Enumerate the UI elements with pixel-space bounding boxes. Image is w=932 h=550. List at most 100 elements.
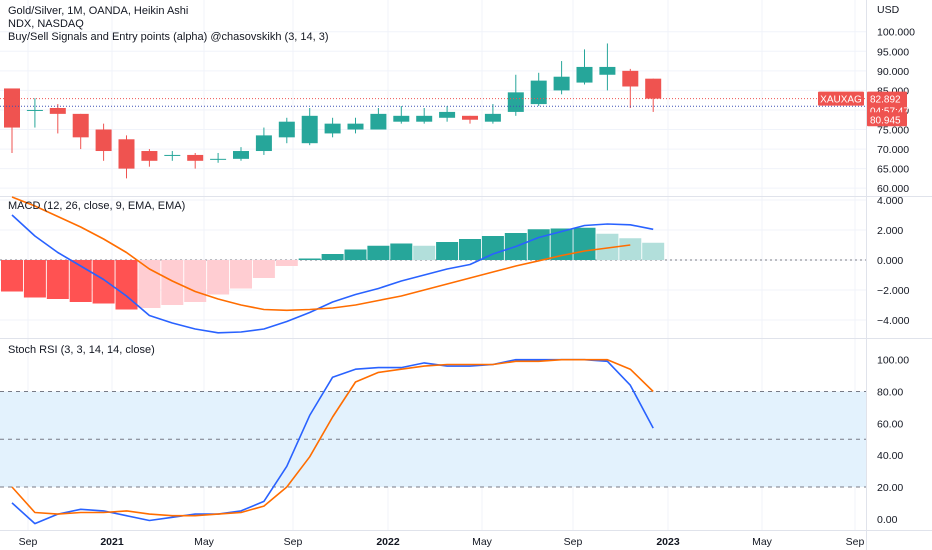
time-axis-label: May: [194, 536, 215, 548]
stoch-axis-tick: 0.00: [877, 514, 898, 526]
time-axis-label: Sep: [19, 536, 38, 548]
indicator-legend[interactable]: Buy/Sell Signals and Entry points (alpha…: [8, 31, 329, 43]
macd-histogram-bar: [207, 260, 230, 295]
macd-histogram-bar: [252, 260, 275, 278]
time-axis-label: 2021: [100, 536, 124, 548]
stoch-d-line: [11, 358, 654, 517]
overlay-symbol[interactable]: NDX, NASDAQ: [8, 18, 84, 30]
price-axis-tick: 100.000: [877, 27, 915, 39]
candle-body: [301, 115, 318, 144]
price-axis-tick: 95.000: [877, 46, 909, 58]
stoch-rsi-band: [0, 391, 866, 488]
price-axis[interactable]: USD100.00095.00090.00085.00080.00075.000…: [877, 4, 915, 195]
macd-histogram-bar: [298, 258, 321, 260]
time-axis-label: May: [752, 536, 773, 548]
candle-body: [462, 115, 478, 120]
candle-body: [530, 80, 547, 105]
stoch-rsi-legend[interactable]: Stoch RSI (3, 3, 14, 14, close): [8, 344, 155, 356]
candle-body: [4, 88, 20, 128]
time-axis-label: Sep: [846, 536, 865, 548]
candle-body: [255, 135, 272, 152]
price-axis-tick: 90.000: [877, 66, 909, 78]
price-axis-tick: 65.000: [877, 164, 909, 176]
macd-plot[interactable]: [0, 196, 866, 334]
symbol-badge: [818, 91, 864, 106]
macd-histogram-bar: [23, 260, 46, 298]
stoch-axis-tick: 20.00: [877, 482, 903, 494]
candle-body: [26, 109, 43, 111]
symbol-badge-text: XAUXAG: [820, 95, 862, 106]
macd-histogram-bar: [550, 228, 573, 260]
price-axis-tick: 70.000: [877, 144, 909, 156]
macd-axis-tick: 2.000: [877, 225, 903, 237]
macd-histogram-bar: [184, 260, 207, 302]
macd-histogram-bar: [619, 238, 642, 260]
macd-axis-tick: −4.000: [877, 315, 910, 327]
candle-body: [622, 70, 639, 87]
macd-histogram-bar: [69, 260, 92, 302]
macd-histogram-bar: [642, 242, 665, 260]
chart-title[interactable]: Gold/Silver, 1M, OANDA, Heikin Ashi: [8, 5, 189, 17]
macd-histogram-bar: [46, 260, 69, 299]
time-axis-label: Sep: [284, 536, 303, 548]
macd-histogram-bar: [115, 260, 138, 310]
candle-body: [210, 158, 227, 160]
macd-histogram-bar: [390, 243, 413, 260]
candle-body: [645, 78, 662, 99]
price-axis-currency: USD: [877, 4, 900, 16]
stoch-axis-tick: 40.00: [877, 450, 903, 462]
macd-axis-tick: 4.000: [877, 195, 903, 207]
macd-histogram-bar: [481, 236, 504, 260]
macd-histogram-bar: [321, 254, 344, 260]
candle-body: [118, 139, 135, 169]
candle-body: [233, 151, 249, 159]
price-axis-tick: 60.000: [877, 183, 909, 195]
time-axis-label: Sep: [564, 536, 583, 548]
macd-axis-tick: −2.000: [877, 285, 910, 297]
macd-legend[interactable]: MACD (12, 26, close, 9, EMA, EMA): [8, 200, 186, 212]
time-axis-label: May: [472, 536, 493, 548]
stoch-k-line: [11, 358, 654, 525]
time-axis[interactable]: Sep 2021 May Sep 2022 May Sep 2023 May Sep: [19, 536, 865, 548]
low-price-badge: [867, 112, 907, 127]
candle-body: [576, 66, 593, 83]
candle-body: [187, 154, 204, 161]
price-axis-tick: 75.000: [877, 125, 909, 137]
macd-histogram-bar: [161, 260, 184, 305]
candle-body: [393, 115, 410, 122]
macd-line: [11, 214, 654, 334]
macd-signal-line: [11, 196, 631, 312]
macd-axis[interactable]: 4.000 2.000 0.000 −2.000 −4.000: [877, 195, 910, 327]
macd-histogram-bar: [138, 260, 161, 308]
candle-body: [416, 115, 433, 122]
macd-histogram-bar: [92, 260, 115, 304]
candle-body: [484, 113, 501, 122]
price-reference-lines: [0, 98, 866, 107]
macd-histogram-bar: [275, 260, 298, 266]
candle-body: [347, 123, 364, 130]
candle-body: [553, 76, 570, 91]
candle-body: [72, 113, 89, 138]
stoch-rsi-plot[interactable]: [11, 358, 654, 525]
price-candles[interactable]: [4, 43, 662, 179]
candle-body: [278, 121, 295, 138]
low-price-badge-text: 80.945: [870, 115, 901, 126]
candle-body: [141, 151, 158, 161]
last-price-badge: [867, 91, 907, 119]
countdown-badge-text: 04:57:47: [870, 107, 909, 118]
macd-histogram-bar: [527, 229, 550, 260]
stoch-rsi-axis[interactable]: 100.00 80.00 60.00 40.00 20.00 0.00: [877, 355, 909, 526]
time-axis-label: 2023: [656, 536, 680, 548]
time-axis-label: 2022: [376, 536, 400, 548]
candle-body: [507, 92, 524, 112]
macd-histogram-bar: [344, 249, 367, 260]
candle-body: [49, 108, 66, 114]
candle-body: [439, 111, 456, 118]
macd-histogram-bar: [436, 242, 459, 260]
candle-body: [599, 66, 616, 75]
candle-body: [164, 154, 181, 156]
macd-axis-tick: 0.000: [877, 255, 903, 267]
